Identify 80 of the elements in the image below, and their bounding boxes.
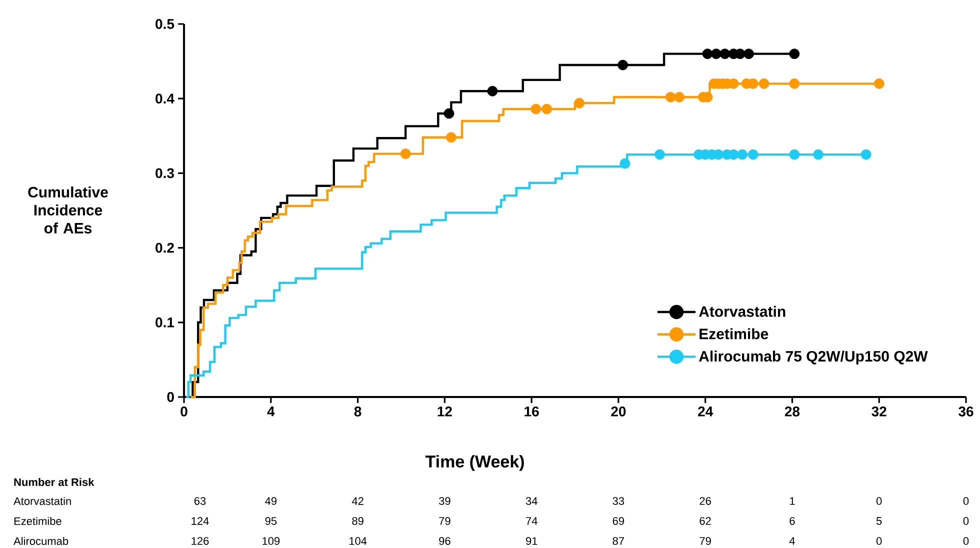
point <box>789 78 800 89</box>
text: 74 <box>526 517 538 525</box>
point <box>618 60 628 70</box>
point <box>487 86 498 96</box>
text: 0 <box>876 496 882 505</box>
text: 89 <box>352 516 364 525</box>
text: 87 <box>612 536 624 545</box>
y-tick-label: 0.3 <box>156 168 174 178</box>
text: 126 <box>192 536 209 545</box>
text: Number at Risk <box>14 478 94 486</box>
text: 6 <box>790 516 795 525</box>
point <box>789 149 800 160</box>
text: 0 <box>963 516 969 525</box>
x-tick-label: 36 <box>958 406 974 416</box>
text: 69 <box>612 516 624 525</box>
x-tick-label: 4 <box>267 406 275 416</box>
point <box>665 92 676 102</box>
point <box>789 48 800 59</box>
text: 33 <box>612 496 624 505</box>
text: 62 <box>700 516 711 525</box>
point <box>744 48 754 59</box>
text: 79 <box>439 516 450 525</box>
legend-label: Alirocumab 75 Q2W/Up150 Q2W <box>698 350 928 364</box>
text: 95 <box>265 516 277 525</box>
point <box>574 98 585 108</box>
point <box>813 149 824 160</box>
point <box>620 158 630 169</box>
text: 4 <box>789 537 795 545</box>
text: 0 <box>963 536 969 545</box>
text: 104 <box>349 536 367 545</box>
text: 42 <box>352 496 364 505</box>
text: 0 <box>963 496 969 505</box>
text: 49 <box>265 496 277 505</box>
text: 26 <box>700 496 711 505</box>
text: 39 <box>439 496 450 505</box>
y-tick-label: 0 <box>167 392 174 402</box>
text: Atorvastatin <box>14 496 71 505</box>
point <box>758 78 770 89</box>
text: 91 <box>526 536 538 545</box>
point <box>874 78 884 89</box>
x-tick-label: 24 <box>698 406 714 416</box>
x-tick-label: 8 <box>354 406 362 416</box>
x-tick-label: 0 <box>180 406 188 416</box>
text: 34 <box>526 496 538 505</box>
text: 109 <box>262 536 280 545</box>
x-tick-label: 20 <box>611 406 626 416</box>
y-tick-label: 0.5 <box>156 18 174 29</box>
y-tick-label: 0.4 <box>156 93 174 104</box>
point <box>530 104 542 114</box>
point <box>444 108 454 119</box>
text: 1 <box>790 497 795 505</box>
point <box>748 149 758 160</box>
point <box>446 132 456 142</box>
y-axis-title: Cumulative Incidence of AEs <box>28 186 108 234</box>
text: 124 <box>192 516 209 525</box>
text: 79 <box>700 536 711 545</box>
text: Ezetimibe <box>14 516 62 525</box>
x-tick-label: 28 <box>784 406 800 416</box>
text: 96 <box>439 536 450 545</box>
point <box>737 149 748 160</box>
point <box>860 149 872 160</box>
legend-label: Atorvastatin <box>698 306 786 317</box>
x-tick-label: 32 <box>872 406 886 416</box>
point <box>542 104 552 114</box>
text: 0 <box>876 536 882 545</box>
x-axis-title: Time (Week) <box>425 454 524 471</box>
text: 5 <box>876 516 882 525</box>
point <box>720 48 730 59</box>
y-tick-label: 0.2 <box>156 242 174 253</box>
point <box>702 48 713 59</box>
legend-label: Ezetimibe <box>700 328 768 340</box>
text: 63 <box>194 496 206 505</box>
y-tick-label: 0.1 <box>156 317 174 328</box>
point <box>710 48 722 59</box>
x-tick-label: 12 <box>438 406 452 416</box>
point <box>674 92 684 102</box>
text: Alirocumab <box>14 536 68 545</box>
x-tick-label: 16 <box>524 406 539 416</box>
point <box>400 148 411 159</box>
point <box>654 149 665 160</box>
